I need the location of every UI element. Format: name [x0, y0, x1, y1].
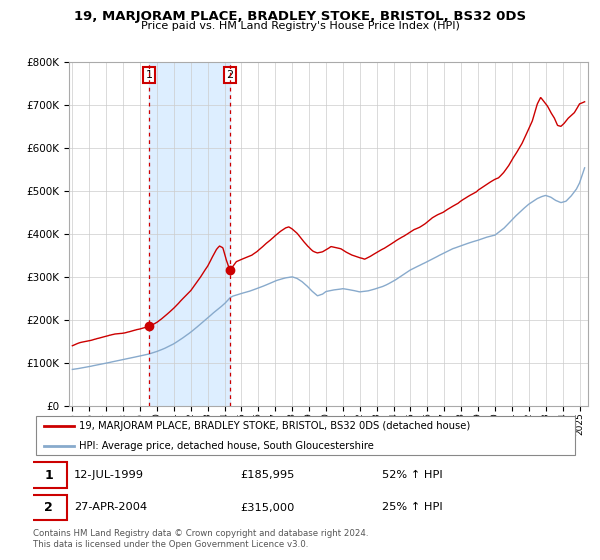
- Bar: [149, 62, 230, 406]
- FancyBboxPatch shape: [30, 463, 67, 488]
- Text: Price paid vs. HM Land Registry's House Price Index (HPI): Price paid vs. HM Land Registry's House …: [140, 21, 460, 31]
- Text: £185,995: £185,995: [241, 470, 295, 480]
- Text: Contains HM Land Registry data © Crown copyright and database right 2024.
This d: Contains HM Land Registry data © Crown c…: [33, 529, 368, 549]
- Text: 2: 2: [44, 501, 53, 514]
- Text: 1: 1: [44, 469, 53, 482]
- FancyBboxPatch shape: [36, 416, 575, 455]
- Text: HPI: Average price, detached house, South Gloucestershire: HPI: Average price, detached house, Sout…: [79, 441, 374, 451]
- Text: £315,000: £315,000: [241, 502, 295, 512]
- Text: 52% ↑ HPI: 52% ↑ HPI: [382, 470, 443, 480]
- Text: 2: 2: [226, 70, 233, 80]
- Text: 25% ↑ HPI: 25% ↑ HPI: [382, 502, 443, 512]
- Text: 12-JUL-1999: 12-JUL-1999: [74, 470, 144, 480]
- Text: 27-APR-2004: 27-APR-2004: [74, 502, 147, 512]
- FancyBboxPatch shape: [30, 494, 67, 520]
- Text: 1: 1: [145, 70, 152, 80]
- Text: 19, MARJORAM PLACE, BRADLEY STOKE, BRISTOL, BS32 0DS (detached house): 19, MARJORAM PLACE, BRADLEY STOKE, BRIST…: [79, 421, 470, 431]
- Text: 19, MARJORAM PLACE, BRADLEY STOKE, BRISTOL, BS32 0DS: 19, MARJORAM PLACE, BRADLEY STOKE, BRIST…: [74, 10, 526, 23]
